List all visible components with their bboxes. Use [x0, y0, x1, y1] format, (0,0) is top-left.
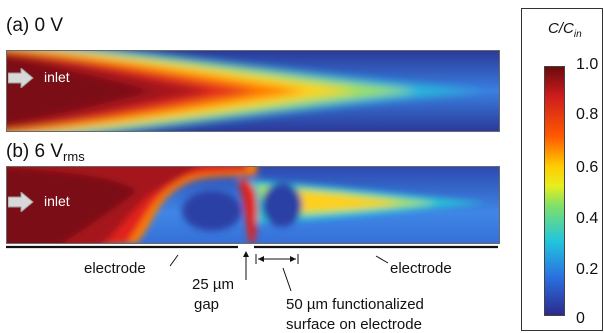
inlet-arrow-icon	[8, 68, 34, 88]
gap-arrow-icon	[243, 251, 249, 257]
electrode-left-label: electrode	[84, 260, 146, 277]
inlet-label-b: inlet	[44, 193, 70, 209]
panel-b-label-main: (b) 6 V	[6, 141, 64, 162]
colorbar-tick: 0.2	[576, 261, 599, 278]
func-arrow-right-icon	[290, 256, 296, 262]
colorbar-title: C/Cin	[548, 20, 582, 40]
electrode-right-label: electrode	[390, 260, 452, 277]
colorbar-tick: 0.4	[576, 210, 599, 227]
gap-label-line2: gap	[194, 296, 220, 313]
colorbar-tick: 1.0	[576, 56, 599, 73]
concentration-field-a	[7, 51, 499, 131]
colorbar	[544, 66, 565, 316]
colorbar-title-main: C/C	[548, 20, 574, 37]
panel-a-label: (a) 0 V	[6, 15, 64, 36]
func-leader	[282, 267, 292, 292]
electrode-right-leader	[375, 255, 389, 264]
func-arrow-left-icon	[258, 256, 264, 262]
inlet-arrow-icon	[8, 192, 34, 212]
channel-a	[6, 50, 500, 132]
electrode-left-leader	[169, 254, 179, 267]
colorbar-title-sub: in	[573, 29, 582, 40]
electrode-annotations	[6, 245, 498, 292]
func-label-line2: surface on electrode	[286, 316, 422, 333]
colorbar-tick: 0.8	[576, 106, 599, 123]
concentration-field-b	[7, 167, 499, 243]
inlet-label-a: inlet	[44, 69, 70, 85]
channel-b	[6, 166, 500, 244]
panel-b-label: (b) 6 Vrms	[6, 142, 85, 163]
colorbar-tick: 0.6	[576, 159, 599, 176]
panel-b-label-sub: rms	[63, 149, 85, 164]
colorbar-tick: 0	[576, 310, 585, 327]
func-label-line1: 50 µm functionalized	[286, 296, 424, 313]
gap-label-line1: 25 µm	[192, 276, 234, 293]
